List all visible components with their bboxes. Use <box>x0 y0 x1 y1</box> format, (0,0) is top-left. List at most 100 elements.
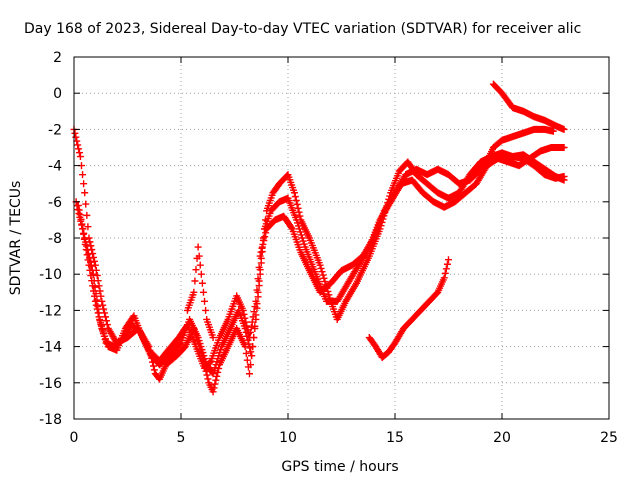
data-point-marker <box>99 329 107 337</box>
data-point-marker <box>196 261 204 269</box>
data-point-marker <box>249 343 257 351</box>
data-point-marker <box>98 297 106 305</box>
data-point-marker <box>76 211 84 219</box>
data-point-marker <box>198 279 206 287</box>
data-point-marker <box>317 264 325 272</box>
data-point-marker <box>176 340 184 348</box>
data-point-marker <box>75 145 83 153</box>
data-point-marker <box>257 259 265 267</box>
y-tick-label: -12 <box>39 303 62 319</box>
series-3 <box>74 153 568 372</box>
x-tick-label: 5 <box>177 430 186 446</box>
data-point-marker <box>84 246 92 254</box>
data-point-marker <box>209 334 217 342</box>
x-tick-label: 15 <box>386 430 404 446</box>
data-point-marker <box>251 325 259 332</box>
data-point-marker <box>251 303 259 311</box>
data-point-marker <box>325 291 333 299</box>
data-point-marker <box>85 250 93 258</box>
data-point-marker <box>190 288 198 296</box>
data-point-marker <box>74 201 82 209</box>
grid-lines <box>74 57 609 419</box>
data-point-marker <box>248 318 256 326</box>
data-point-marker <box>254 293 262 301</box>
data-point-marker <box>194 243 202 251</box>
data-point-marker <box>150 366 158 374</box>
data-point-marker <box>103 321 111 329</box>
data-point-marker <box>245 340 253 348</box>
data-point-marker <box>248 352 256 360</box>
y-tick-label: -6 <box>48 195 62 211</box>
data-point-marker <box>191 277 199 285</box>
data-point-marker <box>76 149 84 157</box>
data-point-marker <box>241 314 249 322</box>
data-point-marker <box>245 370 253 378</box>
data-point-marker <box>440 274 448 282</box>
data-points <box>70 80 568 396</box>
data-point-marker <box>245 334 253 342</box>
data-point-marker <box>256 252 264 260</box>
data-point-marker <box>259 240 267 248</box>
x-tick-label: 0 <box>70 430 79 446</box>
data-point-marker <box>291 193 299 201</box>
data-point-marker <box>257 248 265 256</box>
data-point-marker <box>243 322 251 330</box>
data-point-marker <box>321 278 329 286</box>
data-point-marker <box>290 189 298 197</box>
data-point-marker <box>201 297 209 305</box>
data-point-marker <box>253 286 261 294</box>
data-point-marker <box>84 223 92 231</box>
data-point-marker <box>203 371 211 379</box>
data-point-marker <box>102 317 110 325</box>
data-point-marker <box>254 275 262 283</box>
data-point-marker <box>90 277 98 285</box>
data-point-marker <box>71 129 79 137</box>
data-point-marker <box>77 215 85 223</box>
data-point-marker <box>101 313 109 321</box>
data-point-marker <box>239 306 247 314</box>
data-point-marker <box>75 206 83 214</box>
data-point-marker <box>209 388 217 396</box>
data-point-marker <box>101 336 109 344</box>
data-point-marker <box>204 375 212 383</box>
y-tick-label: -16 <box>39 376 62 392</box>
data-point-marker <box>100 332 108 340</box>
y-axis-label: SDTVAR / TECUs <box>8 181 24 296</box>
data-point-marker <box>294 204 302 212</box>
data-point-marker <box>81 189 89 197</box>
chart-title: Day 168 of 2023, Sidereal Day-to-day VTE… <box>24 21 581 37</box>
data-point-marker <box>445 256 452 264</box>
data-point-marker <box>549 127 557 135</box>
data-point-marker <box>89 270 97 278</box>
data-point-marker <box>215 365 223 373</box>
data-point-marker <box>210 384 218 392</box>
data-point-marker <box>247 361 255 369</box>
data-point-marker <box>92 290 100 298</box>
data-point-marker <box>78 220 86 228</box>
data-point-marker <box>252 297 260 305</box>
data-point-marker <box>149 362 157 370</box>
data-point-marker <box>247 348 255 356</box>
data-point-marker <box>560 144 568 151</box>
data-point-marker <box>98 326 106 334</box>
data-point-marker <box>96 287 104 295</box>
data-point-marker <box>246 328 254 336</box>
data-point-marker <box>91 283 99 291</box>
data-point-marker <box>441 269 449 277</box>
data-point-marker <box>261 233 269 241</box>
data-point-marker <box>82 238 90 246</box>
data-point-marker <box>560 172 568 180</box>
data-point-marker <box>95 309 103 317</box>
data-point-marker <box>241 343 249 351</box>
data-point-marker <box>442 265 450 273</box>
data-point-marker <box>260 237 268 245</box>
data-point-marker <box>212 376 220 384</box>
data-point-marker <box>195 252 203 260</box>
x-tick-label: 20 <box>493 430 511 446</box>
y-tick-label: -18 <box>39 412 62 428</box>
data-point-marker <box>85 254 93 262</box>
data-point-marker <box>98 322 106 330</box>
series-4 <box>489 80 568 133</box>
data-point-marker <box>242 318 250 326</box>
data-point-marker <box>192 266 200 274</box>
